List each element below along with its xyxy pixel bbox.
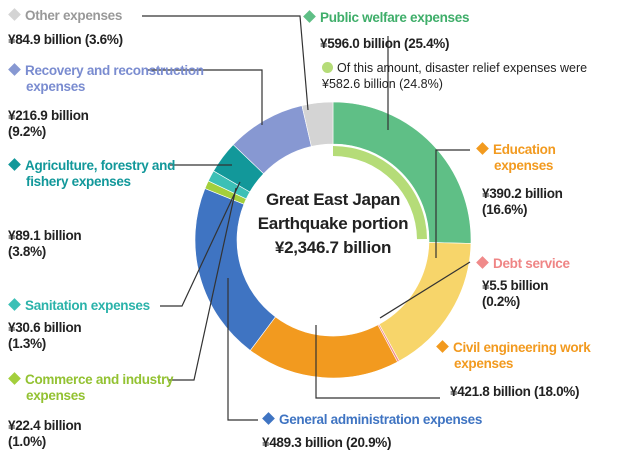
inner-legend-dot <box>322 62 333 73</box>
category-label: Agriculture, forestry and fishery expens… <box>8 158 206 190</box>
category-name: Commerce and industry expenses <box>25 372 174 403</box>
legend-marker <box>8 63 21 76</box>
category-name: Education expenses <box>493 142 556 173</box>
legend-marker <box>476 256 489 269</box>
category-name: Debt service <box>493 256 570 271</box>
center-line: ¥2,346.7 billion <box>274 238 392 257</box>
leader-line <box>148 69 263 125</box>
category-label: Education expenses <box>476 142 614 174</box>
category-name: Sanitation expenses <box>25 298 150 313</box>
category-name: Public welfare expenses <box>320 10 470 25</box>
value-label: ¥30.6 billion (1.3%) <box>8 320 82 351</box>
leader-line <box>142 15 309 111</box>
value-label: ¥489.3 billion (20.9%) <box>262 435 392 450</box>
category-label: Civil engineering work expenses <box>436 340 627 372</box>
category-label: Other expenses <box>8 8 176 24</box>
value-label: ¥22.4 billion (1.0%) <box>8 418 82 449</box>
category-name: Agriculture, forestry and fishery expens… <box>25 158 176 189</box>
category-label: Recovery and reconstruction expenses <box>8 63 256 95</box>
leader-line <box>227 278 258 421</box>
donut-segment <box>249 316 398 379</box>
category-label: Commerce and industry expenses <box>8 372 196 404</box>
leader-line <box>435 149 470 258</box>
inner-label: Of this amount, disaster relief expenses… <box>322 61 588 91</box>
category-label: Sanitation expenses <box>8 298 196 314</box>
leader-line <box>379 261 471 319</box>
center-line: Great East Japan <box>265 190 401 209</box>
leader-line <box>168 187 237 381</box>
value-label: ¥596.0 billion (25.4%) <box>320 36 450 51</box>
category-name: General administration expenses <box>279 412 483 427</box>
value-label: ¥84.9 billion (3.6%) <box>8 32 123 47</box>
value-label: ¥421.8 billion (18.0%) <box>450 384 580 399</box>
value-label: ¥216.9 billion (9.2%) <box>8 108 89 139</box>
legend-marker <box>8 372 21 385</box>
category-label: General administration expenses <box>262 412 600 428</box>
legend-marker <box>303 10 316 23</box>
legend-marker <box>262 412 275 425</box>
legend-marker <box>436 340 449 353</box>
leader-line <box>315 325 440 399</box>
category-name: Civil engineering work expenses <box>453 340 591 371</box>
category-label: Public welfare expenses <box>303 10 621 26</box>
inner-arc <box>333 146 427 240</box>
value-label: ¥89.1 billion (3.8%) <box>8 228 82 259</box>
legend-marker <box>8 8 21 21</box>
leader-lines <box>142 15 471 421</box>
inner-note: Of this amount, disaster relief expenses… <box>322 60 612 92</box>
value-label: ¥390.2 billion (16.6%) <box>482 186 563 217</box>
leader-line <box>160 181 241 307</box>
center-label: Great East Japan Earthquake portion ¥2,3… <box>233 188 433 260</box>
legend-marker <box>476 142 489 155</box>
category-name: Recovery and reconstruction expenses <box>25 63 204 94</box>
center-line: Earthquake portion <box>257 214 409 233</box>
donut-segment <box>301 101 334 147</box>
legend-marker <box>8 158 21 171</box>
value-label: ¥5.5 billion (0.2%) <box>482 278 549 309</box>
legend-marker <box>8 298 21 311</box>
category-name: Other expenses <box>25 8 123 23</box>
category-label: Debt service <box>476 256 627 272</box>
